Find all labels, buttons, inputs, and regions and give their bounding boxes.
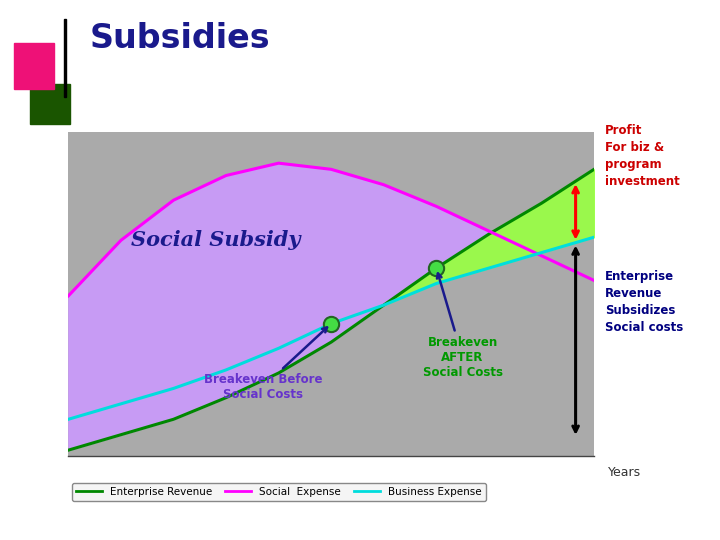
Text: Subsidies: Subsidies: [90, 22, 271, 55]
Text: Breakeven Before
Social Costs: Breakeven Before Social Costs: [204, 327, 327, 401]
Legend: Enterprise Revenue, Social  Expense, Business Expense: Enterprise Revenue, Social Expense, Busi…: [71, 483, 486, 501]
Text: Years: Years: [608, 466, 642, 479]
Text: Enterprise
Revenue
Subsidizes
Social costs: Enterprise Revenue Subsidizes Social cos…: [605, 270, 683, 334]
Text: Breakeven
AFTER
Social Costs: Breakeven AFTER Social Costs: [423, 273, 503, 379]
Text: Social Subsidy: Social Subsidy: [131, 230, 300, 251]
Text: Profit
For biz &
program
investment: Profit For biz & program investment: [605, 124, 680, 188]
